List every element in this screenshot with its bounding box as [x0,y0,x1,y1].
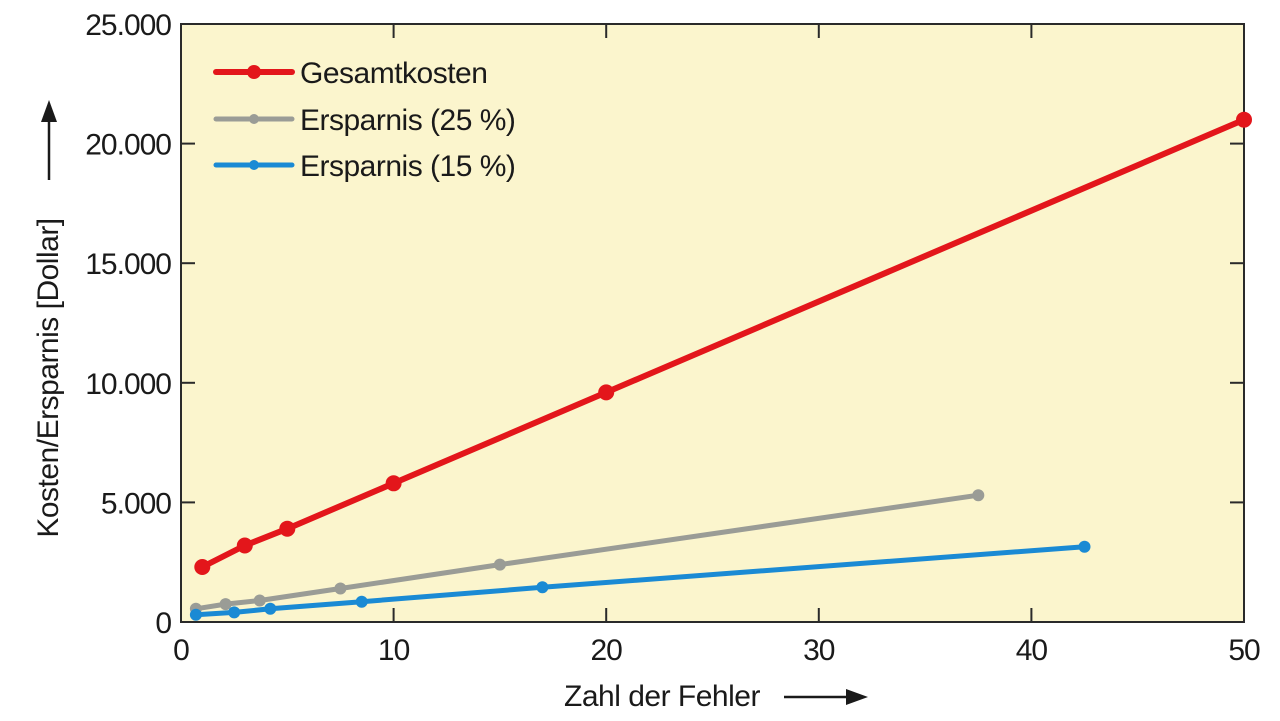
y-tick-label: 25.000 [85,9,171,42]
data-point [972,489,985,502]
y-tick-label: 10.000 [85,368,171,401]
series-ersparnis-15 [189,540,1091,621]
data-point [355,595,368,608]
x-tick-label: 20 [591,634,623,667]
data-point [1236,111,1252,128]
x-tick-label: 30 [803,634,835,667]
data-point [279,520,296,537]
axis-ticks: 0 5.000 10.000 15.000 20.000 25.000 0 10 20 30 40 5… [85,9,1261,667]
data-point [228,606,241,619]
series-layer [189,111,1252,621]
data-point [189,608,202,621]
legend-swatch-marker [249,114,259,124]
y-axis-arrow [41,100,57,180]
y-tick-label: 15.000 [85,248,171,281]
x-tick-label: 0 [173,634,189,667]
legend-item: Ersparnis (15 %) [213,150,516,183]
legend-item: Gesamtkosten [213,57,488,90]
y-tick-label: 0 [155,607,171,640]
legend-swatch-marker [249,160,259,170]
data-point [219,598,232,611]
data-point [253,594,266,607]
x-tick-label: 10 [378,634,410,667]
data-point [385,475,402,492]
data-point [264,602,277,615]
series-line [193,544,1087,618]
plot-area [180,23,1245,623]
data-point [493,558,506,571]
x-axis-arrow [784,689,868,705]
legend-label: Ersparnis (25 %) [300,104,515,137]
legend-item: Ersparnis (25 %) [213,104,516,137]
y-tick-label: 20.000 [85,129,171,162]
legend: Gesamtkosten Ersparnis (25 %) Ersparnis (1… [213,57,516,183]
legend-label: Ersparnis (15 %) [300,150,515,183]
data-point [536,581,549,594]
x-tick-label: 50 [1228,634,1260,667]
legend-label: Gesamtkosten [300,57,487,90]
series-gesamtkosten [194,111,1252,575]
y-tick-label: 5.000 [101,487,171,520]
data-point [236,537,253,554]
x-axis-title: Zahl der Fehler [564,680,760,713]
data-point [194,559,211,575]
legend-swatch-marker [247,65,261,79]
y-axis-title: Kosten/Ersparnis [Dollar] [32,218,65,537]
x-tick-label: 40 [1016,634,1048,667]
data-point [1078,540,1091,553]
data-point [598,384,615,401]
data-point [334,582,347,595]
